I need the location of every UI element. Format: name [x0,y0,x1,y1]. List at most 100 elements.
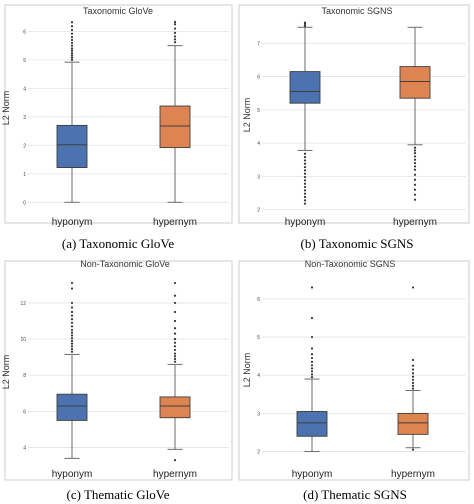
outlier-point [70,49,74,52]
outlier-point [173,337,177,341]
outlier-point [411,375,415,378]
outlier-point [70,21,74,24]
outlier-point [70,331,74,334]
outlier-point [303,199,307,202]
y-tick-label: 2 [257,208,260,214]
outlier-point [173,319,177,323]
outlier-point [173,301,177,305]
y-axis-label: L2 Norm [242,353,252,388]
outlier-point [310,373,314,376]
outlier-point [411,364,415,367]
outlier-point [303,152,307,155]
panel-caption: (a) Taxonomic GloVe [62,236,174,251]
outlier-point [70,38,74,42]
outlier-point [70,51,74,55]
outlier-point [173,310,177,314]
outlier-point [70,328,74,332]
y-tick-label: 3 [23,115,26,121]
outlier-point [173,360,177,363]
outlier-point [173,38,177,41]
y-tick-label: 12 [20,301,26,307]
y-axis-label: L2 Norm [1,91,11,126]
outlier-point [413,183,417,186]
outlier-point [70,318,74,321]
outlier-point [70,44,74,47]
box-hyponym [56,124,88,169]
outlier-point [173,341,177,344]
outlier-point [70,337,74,340]
outlier-point [411,358,415,362]
outlier-point [413,149,417,152]
outlier-point [70,281,74,285]
outlier-point [70,41,74,44]
outlier-point [303,159,307,162]
x-tick-label-hypernym: hypernym [393,217,437,228]
plot-frame [4,260,233,481]
panel-caption: (c) Thematic GloVe [67,487,170,502]
outlier-point [303,185,307,189]
outlier-point [310,370,314,373]
outlier-point [310,316,314,320]
outlier-point [70,325,74,328]
outlier-point [303,172,307,175]
outlier-point [303,162,307,165]
outlier-point [70,47,74,50]
outlier-point [70,347,74,351]
outlier-point [70,56,74,59]
y-tick-label: 2 [257,450,260,456]
outlier-point [413,188,417,191]
y-axis-label: L2 Norm [1,355,11,390]
outlier-point [310,364,314,367]
outlier-point [310,286,314,289]
outlier-point [303,202,307,205]
y-tick-label: 8 [23,373,26,379]
outlier-point [173,281,177,285]
outlier-point [70,25,74,28]
outlier-point [173,23,177,26]
y-tick-label: 6 [257,297,260,303]
y-tick-label: 5 [257,335,260,341]
y-tick-label: 4 [23,86,26,92]
outlier-point [70,342,74,345]
outlier-point [310,356,314,360]
outlier-point [173,345,177,348]
plot-frame [238,260,470,481]
panel-caption: (d) Thematic SGNS [303,487,407,502]
outlier-point [303,195,307,199]
x-tick-label-hypernym: hypernym [153,217,197,228]
outlier-point [173,352,177,355]
chart-title: Taxonomic GloVe [83,6,153,16]
plot-frame [4,4,233,224]
box-hyponym [296,411,328,437]
outlier-point [411,384,415,388]
outlier-point [70,306,74,309]
panel-taxonomic-sgns: 2 3 4 5 6 7 Taxonomic SGNS L2 Norm hyponym hy… [238,4,470,251]
y-tick-label: 5 [23,58,26,64]
x-tick-label-hyponym: hyponym [285,217,326,228]
outlier-point [303,24,307,28]
box-hypernym [159,105,191,149]
y-tick-label: 3 [257,174,260,180]
x-tick-label-hyponym: hyponym [292,469,333,480]
outlier-point [413,155,417,158]
y-axis-label: L2 Norm [242,98,252,133]
outlier-point [70,32,74,35]
outlier-point [413,198,417,201]
outlier-point [70,350,74,353]
outlier-point [411,368,415,371]
outlier-point [413,168,417,171]
outlier-point [303,169,307,172]
outlier-point [303,155,307,159]
outlier-point [411,381,415,384]
outlier-point [310,360,314,363]
outlier-point [70,321,74,324]
outlier-point [411,372,415,375]
outlier-point [173,31,177,34]
x-tick-label-hypernym: hypernym [153,469,197,480]
box-hyponym [289,71,321,104]
outlier-point [70,28,74,32]
outlier-point [413,152,417,155]
outlier-point [70,35,74,39]
outlier-point [411,448,415,451]
